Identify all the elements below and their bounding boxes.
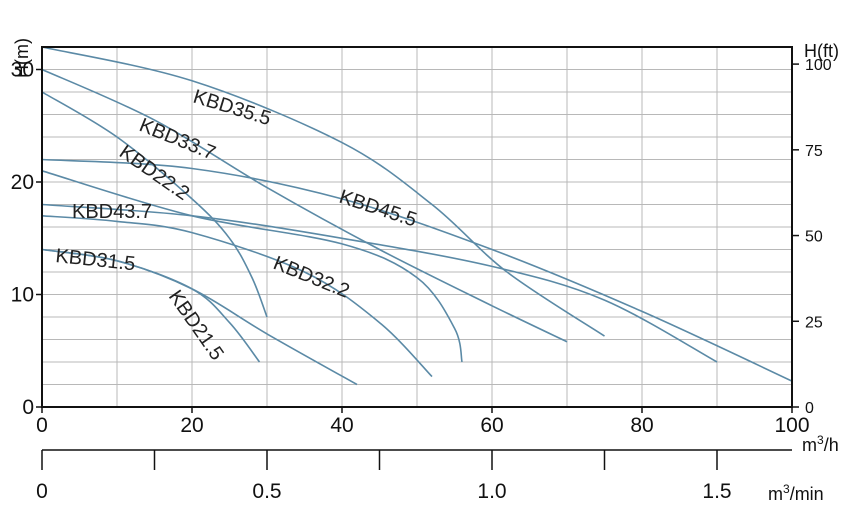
curve-kbd45.5 bbox=[41, 158, 793, 382]
curve-kbd22.2 bbox=[41, 91, 268, 318]
x-tick-label: 80 bbox=[630, 414, 653, 437]
x-axis-title: m3/h bbox=[802, 433, 839, 455]
y-tick-label: 30 bbox=[11, 59, 34, 82]
curve-label-kbd32.2: KBD32.2 bbox=[270, 252, 352, 302]
ft-tick-label: 75 bbox=[805, 143, 823, 160]
min-tick-label: 1.0 bbox=[477, 480, 506, 503]
ft-tick-label: 0 bbox=[805, 400, 814, 417]
x-tick-label: 0 bbox=[36, 414, 48, 437]
y-tick-label: 0 bbox=[22, 396, 34, 419]
y-axis-right-title: H(ft) bbox=[804, 41, 839, 61]
x-tick-label: 40 bbox=[330, 414, 353, 437]
y-tick-label: 10 bbox=[11, 284, 34, 307]
min-axis-title: m3/min bbox=[768, 482, 824, 504]
x-tick-label: 20 bbox=[180, 414, 203, 437]
ft-tick-label: 25 bbox=[805, 314, 823, 331]
curve-kbd33.7 bbox=[41, 68, 568, 343]
curve-label-kbd43.7: KBD43.7 bbox=[72, 201, 152, 223]
ft-tick-label: 50 bbox=[805, 229, 823, 246]
min-tick-label: 0.5 bbox=[252, 480, 281, 503]
min-tick-label: 1.5 bbox=[702, 480, 731, 503]
ft-tick-label: 100 bbox=[805, 57, 832, 74]
curves bbox=[41, 46, 793, 386]
curve-kbd32.2 bbox=[41, 203, 718, 363]
curve-kbd35.5 bbox=[41, 46, 605, 337]
x-tick-label: 100 bbox=[774, 414, 809, 437]
curve-kbd31.5 bbox=[41, 215, 433, 378]
plot-frame bbox=[41, 46, 793, 408]
y-tick-label: 20 bbox=[11, 171, 34, 194]
curve-kbd43.7 bbox=[41, 170, 463, 363]
curve-label-kbd45.5: KBD45.5 bbox=[336, 186, 419, 232]
curve-kbd-low bbox=[41, 248, 358, 386]
x-tick-label: 60 bbox=[480, 414, 503, 437]
min-tick-label: 0 bbox=[36, 480, 48, 503]
grid bbox=[42, 47, 792, 407]
y-axis-title: H(m) bbox=[12, 38, 32, 78]
curve-label-kbd21.5: KBD21.5 bbox=[164, 286, 228, 364]
